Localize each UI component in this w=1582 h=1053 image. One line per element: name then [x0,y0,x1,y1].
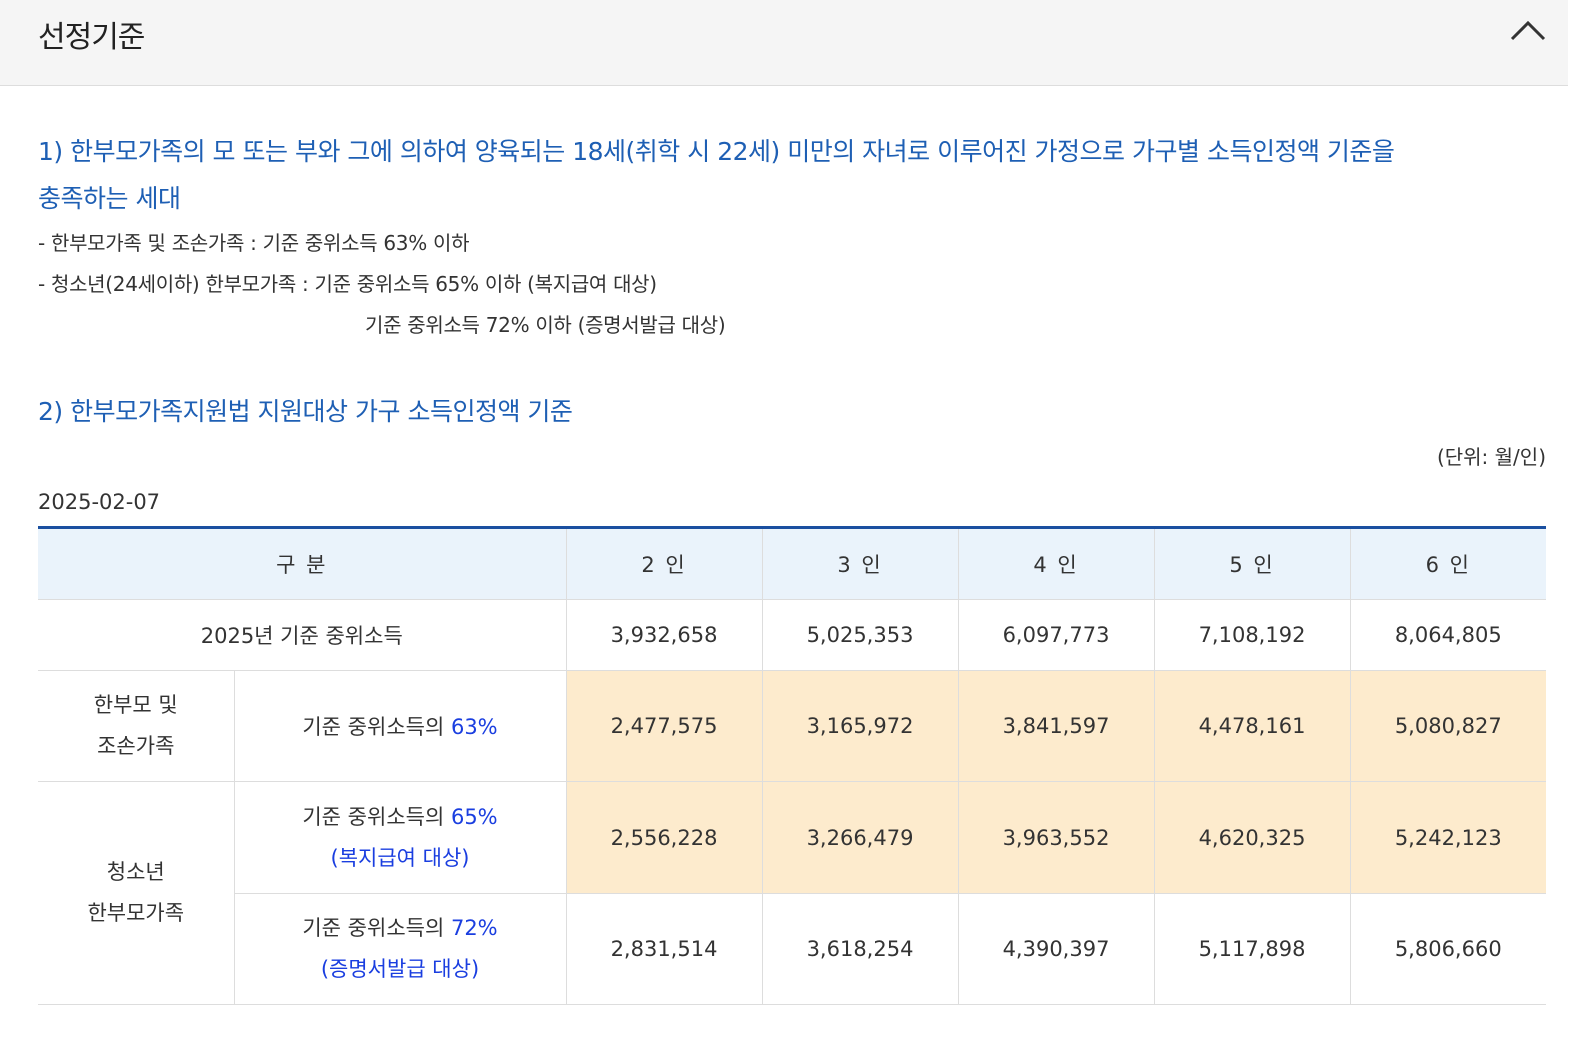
table-row-72pct: 기준 중위소득의 72% (증명서발급 대상) 2,831,514 3,618,… [38,893,1547,1005]
row-label-prefix: 기준 중위소득의 [302,804,451,829]
table-cell: 2,831,514 [566,893,763,1005]
header-2-persons: 2 인 [566,526,763,600]
bullet-youth-welfare: - 청소년(24세이하) 한부모가족 : 기준 중위소득 65% 이하 (복지급… [38,272,657,296]
table-cell: 3,932,658 [566,599,763,671]
table-cell: 5,117,898 [1154,893,1351,1005]
table-cell: 5,080,827 [1350,670,1547,782]
header-5-persons: 5 인 [1154,526,1351,600]
group-label-line1: 한부모 및 [93,693,178,717]
row-label: 2025년 기준 중위소득 [38,599,567,671]
accordion-title: 선정기준 [38,20,145,55]
income-criteria-table: 구 분 2 인 3 인 4 인 5 인 6 인 2025년 기준 중위소득 3,… [38,526,1547,1005]
row-label-pct: 72% [450,916,498,940]
row-label-prefix: 기준 중위소득의 [302,715,451,739]
group-label-line2: 조손가족 [97,734,175,758]
table-row-63pct: 한부모 및 조손가족 기준 중위소득의 63% 2,477,575 3,165,… [38,670,1547,782]
section2-title: 2) 한부모가족지원법 지원대상 가구 소득인정액 기준 [38,397,573,426]
bullet-single-parent: - 한부모가족 및 조손가족 : 기준 중위소득 63% 이하 [38,231,470,255]
unit-label: (단위: 월/인) [1436,445,1546,469]
table-cell: 3,165,972 [762,670,959,782]
header-6-persons: 6 인 [1350,526,1547,600]
chevron-up-icon[interactable] [1510,18,1546,42]
header-3-persons: 3 인 [762,526,959,600]
table-cell: 2,477,575 [566,670,763,782]
table-cell: 6,097,773 [958,599,1155,671]
table-cell: 3,618,254 [762,893,959,1005]
table-cell: 4,620,325 [1154,781,1351,894]
group-label-single-parent: 한부모 및 조손가족 [38,670,235,782]
table-row-65pct: 청소년 한부모가족 기준 중위소득의 65% (복지급여 대상) 2,556,2… [38,781,1547,1005]
group-label-line1: 청소년 [106,860,165,884]
row-label: 기준 중위소득의 65% (복지급여 대상) [234,781,567,894]
date-label: 2025-02-07 [38,490,161,514]
header-4-persons: 4 인 [958,526,1155,600]
table-cell: 8,064,805 [1350,599,1547,671]
section1-title-line1: 1) 한부모가족의 모 또는 부와 그에 의하여 양육되는 18세(취학 시 2… [38,137,1395,166]
group-label-line2: 한부모가족 [87,901,185,925]
bullet-youth-certificate: 기준 중위소득 72% 이하 (증명서발급 대상) [365,313,726,337]
row-label: 기준 중위소득의 72% (증명서발급 대상) [234,893,567,1005]
table-cell: 2,556,228 [566,781,763,894]
section1-title: 1) 한부모가족의 모 또는 부와 그에 의하여 양육되는 18세(취학 시 2… [38,128,1546,222]
table-row-median-income: 2025년 기준 중위소득 3,932,658 5,025,353 6,097,… [38,599,1547,671]
row-label-prefix: 기준 중위소득의 [302,916,451,940]
table-cell: 5,025,353 [762,599,959,671]
table-cell: 5,242,123 [1350,781,1547,894]
header-category: 구 분 [38,526,567,600]
table-cell: 4,390,397 [958,893,1155,1005]
table-header-row: 구 분 2 인 3 인 4 인 5 인 6 인 [38,526,1547,600]
accordion-header[interactable]: 선정기준 [0,0,1568,86]
section1-title-line2: 충족하는 세대 [38,184,181,213]
table-cell: 7,108,192 [1154,599,1351,671]
row-label-note: (복지급여 대상) [330,845,470,870]
table-cell: 3,841,597 [958,670,1155,782]
table-cell: 3,963,552 [958,781,1155,894]
table-cell: 5,806,660 [1350,893,1547,1005]
table-cell: 4,478,161 [1154,670,1351,782]
group-label-youth: 청소년 한부모가족 [38,781,235,1005]
row-label-pct: 65% [450,804,498,829]
row-label-pct: 63% [450,715,498,739]
row-label: 기준 중위소득의 63% [234,670,567,782]
table-cell: 3,266,479 [762,781,959,894]
row-label-note: (증명서발급 대상) [320,957,480,981]
